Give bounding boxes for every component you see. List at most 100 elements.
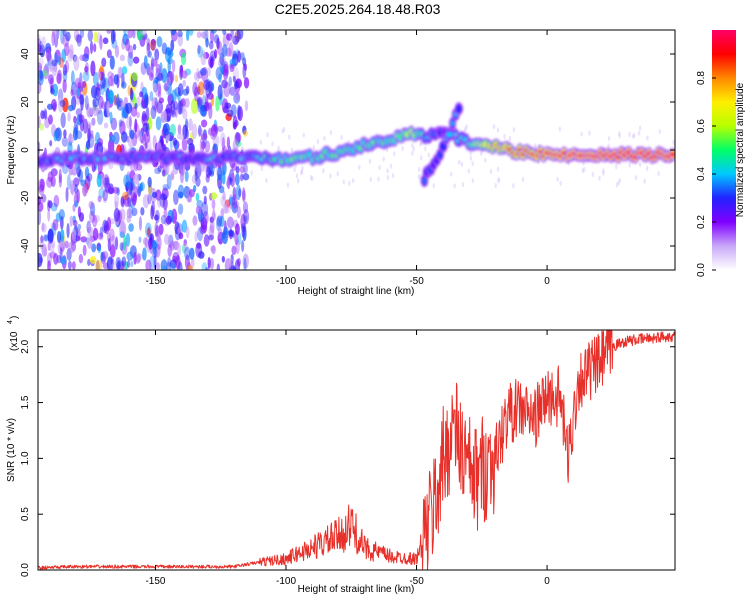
spectrogram-noise-cell xyxy=(129,129,135,140)
spectrogram-noise-cell xyxy=(96,242,102,252)
spectrogram-noise-cell xyxy=(174,107,178,118)
spectrogram-noise-cell xyxy=(209,257,215,270)
colorbar: 0.0 0.2 0.4 0.6 0.8 Normalized spectral ampl… xyxy=(696,30,746,277)
spectrogram-noise-cell xyxy=(79,93,85,105)
spectrogram-noise-cell xyxy=(97,195,102,203)
spectrogram-noise-cell xyxy=(464,126,467,132)
spectrogram-noise-cell xyxy=(97,245,102,254)
spectrogram-noise-cell xyxy=(177,33,183,47)
spectrogram-noise-cell xyxy=(186,264,194,270)
spectrogram-noise-cell xyxy=(322,168,325,174)
spectrogram-noise-cell xyxy=(657,171,660,177)
spectrogram-noise-cell xyxy=(449,171,453,177)
spectrogram-noise-cell xyxy=(155,225,160,238)
spectrogram-noise-cell xyxy=(77,223,82,231)
spectrogram-noise-cell xyxy=(157,72,164,82)
spectrogram-noise-cell xyxy=(411,143,414,149)
spectrogram-noise-cell xyxy=(161,169,166,177)
spectrogram-noise-cell xyxy=(607,143,610,149)
spectrogram-noise-cell xyxy=(145,259,152,270)
spectrogram-noise-cell xyxy=(243,130,248,137)
spectrogram-noise-cell xyxy=(73,30,80,42)
spectrogram-noise-cell xyxy=(457,159,461,165)
spectrogram-noise-cell xyxy=(197,45,204,58)
spectrogram-noise-cell xyxy=(173,189,179,205)
spectrogram-noise-cell xyxy=(107,238,112,252)
spectrogram-noise-cell xyxy=(38,57,44,66)
y-tick-label: 2.0 xyxy=(20,339,31,353)
spectrogram-noise-cell xyxy=(471,161,474,167)
spectrogram-noise-cell xyxy=(76,165,81,178)
snr-y-label: SNR (10 * v/v) xyxy=(6,418,17,482)
spectrogram-noise-cell xyxy=(51,59,58,67)
spectrogram-noise-cell xyxy=(143,131,151,144)
spectrogram-noise-cell xyxy=(196,242,202,249)
spectrogram-noise-cell xyxy=(193,85,198,97)
spectrogram-noise-cell xyxy=(51,30,57,39)
spectrogram-noise-cell xyxy=(177,30,183,38)
spectrogram-noise-cell xyxy=(162,184,169,191)
spectrogram-noise-cell xyxy=(156,100,164,114)
spectrogram-noise-cell xyxy=(152,82,158,92)
spectrogram-noise-cell xyxy=(53,253,59,265)
spectrogram-noise-cell xyxy=(300,169,304,175)
spectrogram-noise-cell xyxy=(136,30,144,41)
spectrogram-noise-cell xyxy=(38,69,44,86)
spectrogram-noise-cell xyxy=(521,176,525,182)
spectrogram-noise-cell xyxy=(232,121,237,130)
spectrogram-noise-cell xyxy=(201,262,208,270)
spectrogram-noise-cell xyxy=(113,74,119,85)
spectrogram-noise-cell xyxy=(119,54,126,62)
spectrogram-noise-cell xyxy=(209,216,215,224)
spectrogram-noise-cell xyxy=(96,71,102,80)
spectrogram-noise-cell xyxy=(229,265,236,270)
spectrogram-noise-cell xyxy=(250,170,253,176)
snr-x-label: Height of straight line (km) xyxy=(298,584,415,595)
spectrogram-noise-cell xyxy=(96,174,102,188)
x-tick-label: 0 xyxy=(544,576,550,587)
spectrogram-noise-cell xyxy=(146,228,151,237)
spectrogram-noise-cell xyxy=(92,214,100,223)
spectrogram-noise-cell xyxy=(427,152,430,158)
spectrogram-noise-cell xyxy=(228,257,234,270)
spectrogram-noise-cell xyxy=(136,96,141,107)
spectrogram-noise-cell xyxy=(154,221,159,237)
spectrogram-noise-cell xyxy=(389,163,393,169)
spectrogram-noise-cell xyxy=(78,212,85,222)
spectrogram-noise-cell xyxy=(211,199,216,210)
snr-series-line xyxy=(38,330,675,570)
spectrogram-noise-cell xyxy=(74,184,78,194)
colorbar-axis: 0.0 0.2 0.4 0.6 0.8 xyxy=(696,71,716,277)
spectrogram-noise-cell xyxy=(155,52,159,67)
spectrogram-noise-cell xyxy=(237,104,241,120)
spectrogram-noise-cell xyxy=(228,76,232,87)
spectrogram-noise-cell xyxy=(602,168,605,174)
spectrogram-noise-cell xyxy=(62,79,67,93)
snr-frame xyxy=(37,329,676,571)
spectrogram-noise-cell xyxy=(181,70,188,79)
spectrogram-noise-cell xyxy=(243,257,247,270)
spectrogram-noise-cell xyxy=(85,140,91,150)
spectrogram-noise-cell xyxy=(618,131,621,137)
spectrogram-noise-cell xyxy=(66,222,70,239)
spectrogram-noise-cell xyxy=(57,97,63,113)
spectrogram-noise-cell xyxy=(234,81,239,90)
spectrogram-noise-cell xyxy=(358,164,361,170)
spectrogram-noise-cell xyxy=(102,219,108,234)
spectrogram-noise-cell xyxy=(109,134,116,143)
spectrogram-noise-cell xyxy=(131,72,139,82)
spectrogram-noise-cell xyxy=(53,194,60,208)
spectrogram-noise-cell xyxy=(210,130,217,140)
spectrogram-noise-cell xyxy=(242,189,246,203)
spectrogram-noise-cell xyxy=(38,34,41,42)
spectrogram-noise-cell xyxy=(199,224,207,235)
colorbar-gradient xyxy=(712,30,736,270)
spectrogram-noise-cell xyxy=(40,193,47,203)
spectrogram-noise-cell xyxy=(382,156,385,162)
spectrogram-noise-cell xyxy=(99,64,104,72)
colorbar-tick-label: 0.2 xyxy=(696,215,707,229)
spectrogram-panel: -150 -100 -50 0 -40 -20 0 20 40 Height of strai… xyxy=(6,29,676,297)
spectrogram-noise-cell xyxy=(336,171,340,177)
spectrogram-noise-cell xyxy=(231,162,237,171)
spectrogram-noise-cell xyxy=(235,184,241,201)
